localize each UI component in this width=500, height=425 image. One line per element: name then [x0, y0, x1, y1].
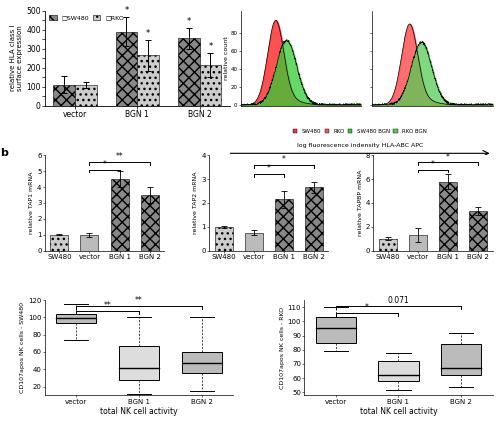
Text: *: *	[431, 160, 435, 169]
Bar	[275, 199, 293, 251]
Bar	[409, 235, 427, 251]
X-axis label: total NK cell activity: total NK cell activity	[100, 408, 178, 416]
Bar	[54, 85, 75, 106]
Bar	[378, 361, 418, 381]
Text: b: b	[0, 148, 8, 158]
Text: *: *	[267, 164, 270, 173]
Bar	[200, 65, 222, 106]
Y-axis label: CD107apos NK cells - SW480: CD107apos NK cells - SW480	[20, 302, 26, 393]
Bar	[439, 181, 457, 251]
Text: *: *	[186, 17, 191, 26]
Bar	[56, 314, 96, 323]
Text: *: *	[365, 303, 369, 312]
Y-axis label: relative count: relative count	[224, 37, 229, 80]
Bar	[119, 346, 159, 380]
Bar	[140, 195, 158, 251]
Text: **: **	[104, 301, 112, 310]
Bar	[214, 227, 232, 251]
Y-axis label: relative TAPBP mRNA: relative TAPBP mRNA	[358, 170, 362, 236]
Text: log fluorescence indensity HLA-ABC APC: log fluorescence indensity HLA-ABC APC	[297, 143, 423, 148]
Bar	[441, 344, 481, 375]
Legend: SW480, RKO, SW480 BGN, RKO BGN: SW480, RKO, SW480 BGN, RKO BGN	[293, 129, 427, 134]
Text: *: *	[208, 42, 212, 51]
Text: *: *	[124, 6, 128, 15]
Text: *: *	[446, 153, 450, 162]
Text: *: *	[102, 160, 106, 169]
Bar	[379, 239, 397, 251]
Text: **: **	[135, 296, 143, 305]
Text: 0.071: 0.071	[388, 296, 409, 305]
Text: **: **	[116, 152, 124, 161]
Bar	[182, 352, 222, 373]
Text: *: *	[282, 155, 286, 164]
Bar	[110, 179, 128, 251]
X-axis label: total NK cell activity: total NK cell activity	[360, 408, 438, 416]
Bar	[244, 233, 262, 251]
Bar	[178, 38, 200, 106]
Y-axis label: CD107apos NK cells - RKO: CD107apos NK cells - RKO	[280, 306, 284, 389]
Bar	[116, 31, 138, 106]
Bar	[75, 85, 97, 106]
Bar	[80, 235, 98, 251]
Bar	[469, 211, 487, 251]
Y-axis label: relative HLA class I
surface expression: relative HLA class I surface expression	[10, 25, 24, 91]
Y-axis label: relative TAP1 mRNA: relative TAP1 mRNA	[29, 172, 34, 234]
Bar	[316, 317, 356, 343]
Text: *: *	[146, 29, 150, 38]
Y-axis label: relative TAP2 mRNA: relative TAP2 mRNA	[194, 172, 198, 234]
Bar	[138, 55, 159, 106]
Bar	[305, 187, 323, 251]
Bar	[50, 235, 68, 251]
Legend: □SW480, □RKO: □SW480, □RKO	[48, 14, 125, 22]
